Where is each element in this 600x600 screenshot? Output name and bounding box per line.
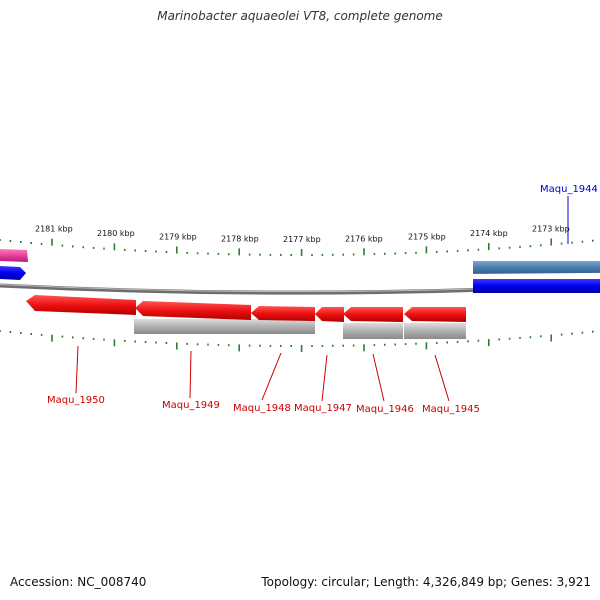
forward-gene-feature-upper[interactable] [473, 261, 600, 274]
kbp-scale-labels: 2181 kbp 2180 kbp 2179 kbp 2178 kbp 2177 kbp… [35, 225, 570, 244]
kbp-label: 2179 kbp [159, 232, 197, 241]
forward-gene-maqu-1944[interactable] [473, 279, 600, 293]
outer-tick-ring [0, 238, 594, 256]
kbp-label: 2176 kbp [345, 234, 383, 243]
kbp-label: 2180 kbp [97, 229, 135, 238]
inner-tick-ring [0, 330, 594, 352]
genome-summary-text: Topology: circular; Length: 4,326,849 bp… [261, 575, 591, 589]
accession-text: Accession: NC_008740 [10, 575, 147, 589]
gene-label-maqu-1948[interactable]: Maqu_1948 [233, 403, 291, 414]
callout-line-maqu-1945 [434, 354, 450, 402]
kbp-label: 2181 kbp [35, 225, 73, 234]
callout-line-maqu-1948 [261, 352, 282, 401]
kbp-label: 2175 kbp [408, 232, 446, 241]
callout-line-maqu-1950 [75, 345, 79, 394]
callout-line-maqu-1947 [321, 354, 328, 402]
grey-feature-1[interactable] [134, 319, 315, 334]
gene-label-maqu-1949[interactable]: Maqu_1949 [162, 400, 220, 411]
grey-feature-3[interactable] [404, 323, 466, 339]
gene-label-maqu-1950[interactable]: Maqu_1950 [47, 395, 105, 406]
feature-separator [472, 272, 600, 276]
gene-label-maqu-1947[interactable]: Maqu_1947 [294, 403, 352, 414]
kbp-label: 2178 kbp [221, 234, 259, 243]
callout-line-maqu-1949 [189, 350, 192, 399]
callout-line-maqu-1946 [372, 353, 385, 402]
map-title: Marinobacter aquaeolei VT8, complete gen… [157, 9, 443, 23]
pink-gene-feature[interactable] [0, 249, 28, 262]
gene-arrow-maqu-1947[interactable] [315, 307, 344, 322]
gene-arrow-maqu-1945[interactable] [404, 307, 466, 322]
gene-arrow-maqu-1949[interactable] [135, 301, 251, 320]
kbp-label: 2174 kbp [470, 229, 508, 238]
gene-label-maqu-1944[interactable]: Maqu_1944 [540, 184, 598, 195]
kbp-label: 2177 kbp [283, 235, 321, 244]
gene-arrow-maqu-1948[interactable] [251, 306, 315, 321]
gene-label-maqu-1945[interactable]: Maqu_1945 [422, 404, 480, 415]
gene-arrow-maqu-1950[interactable] [26, 295, 136, 315]
gene-label-maqu-1946[interactable]: Maqu_1946 [356, 404, 414, 415]
grey-feature-2[interactable] [343, 323, 403, 339]
forward-gene-arrow[interactable] [0, 266, 26, 280]
gene-arrow-maqu-1946[interactable] [343, 307, 403, 322]
kbp-label: 2173 kbp [532, 225, 570, 234]
